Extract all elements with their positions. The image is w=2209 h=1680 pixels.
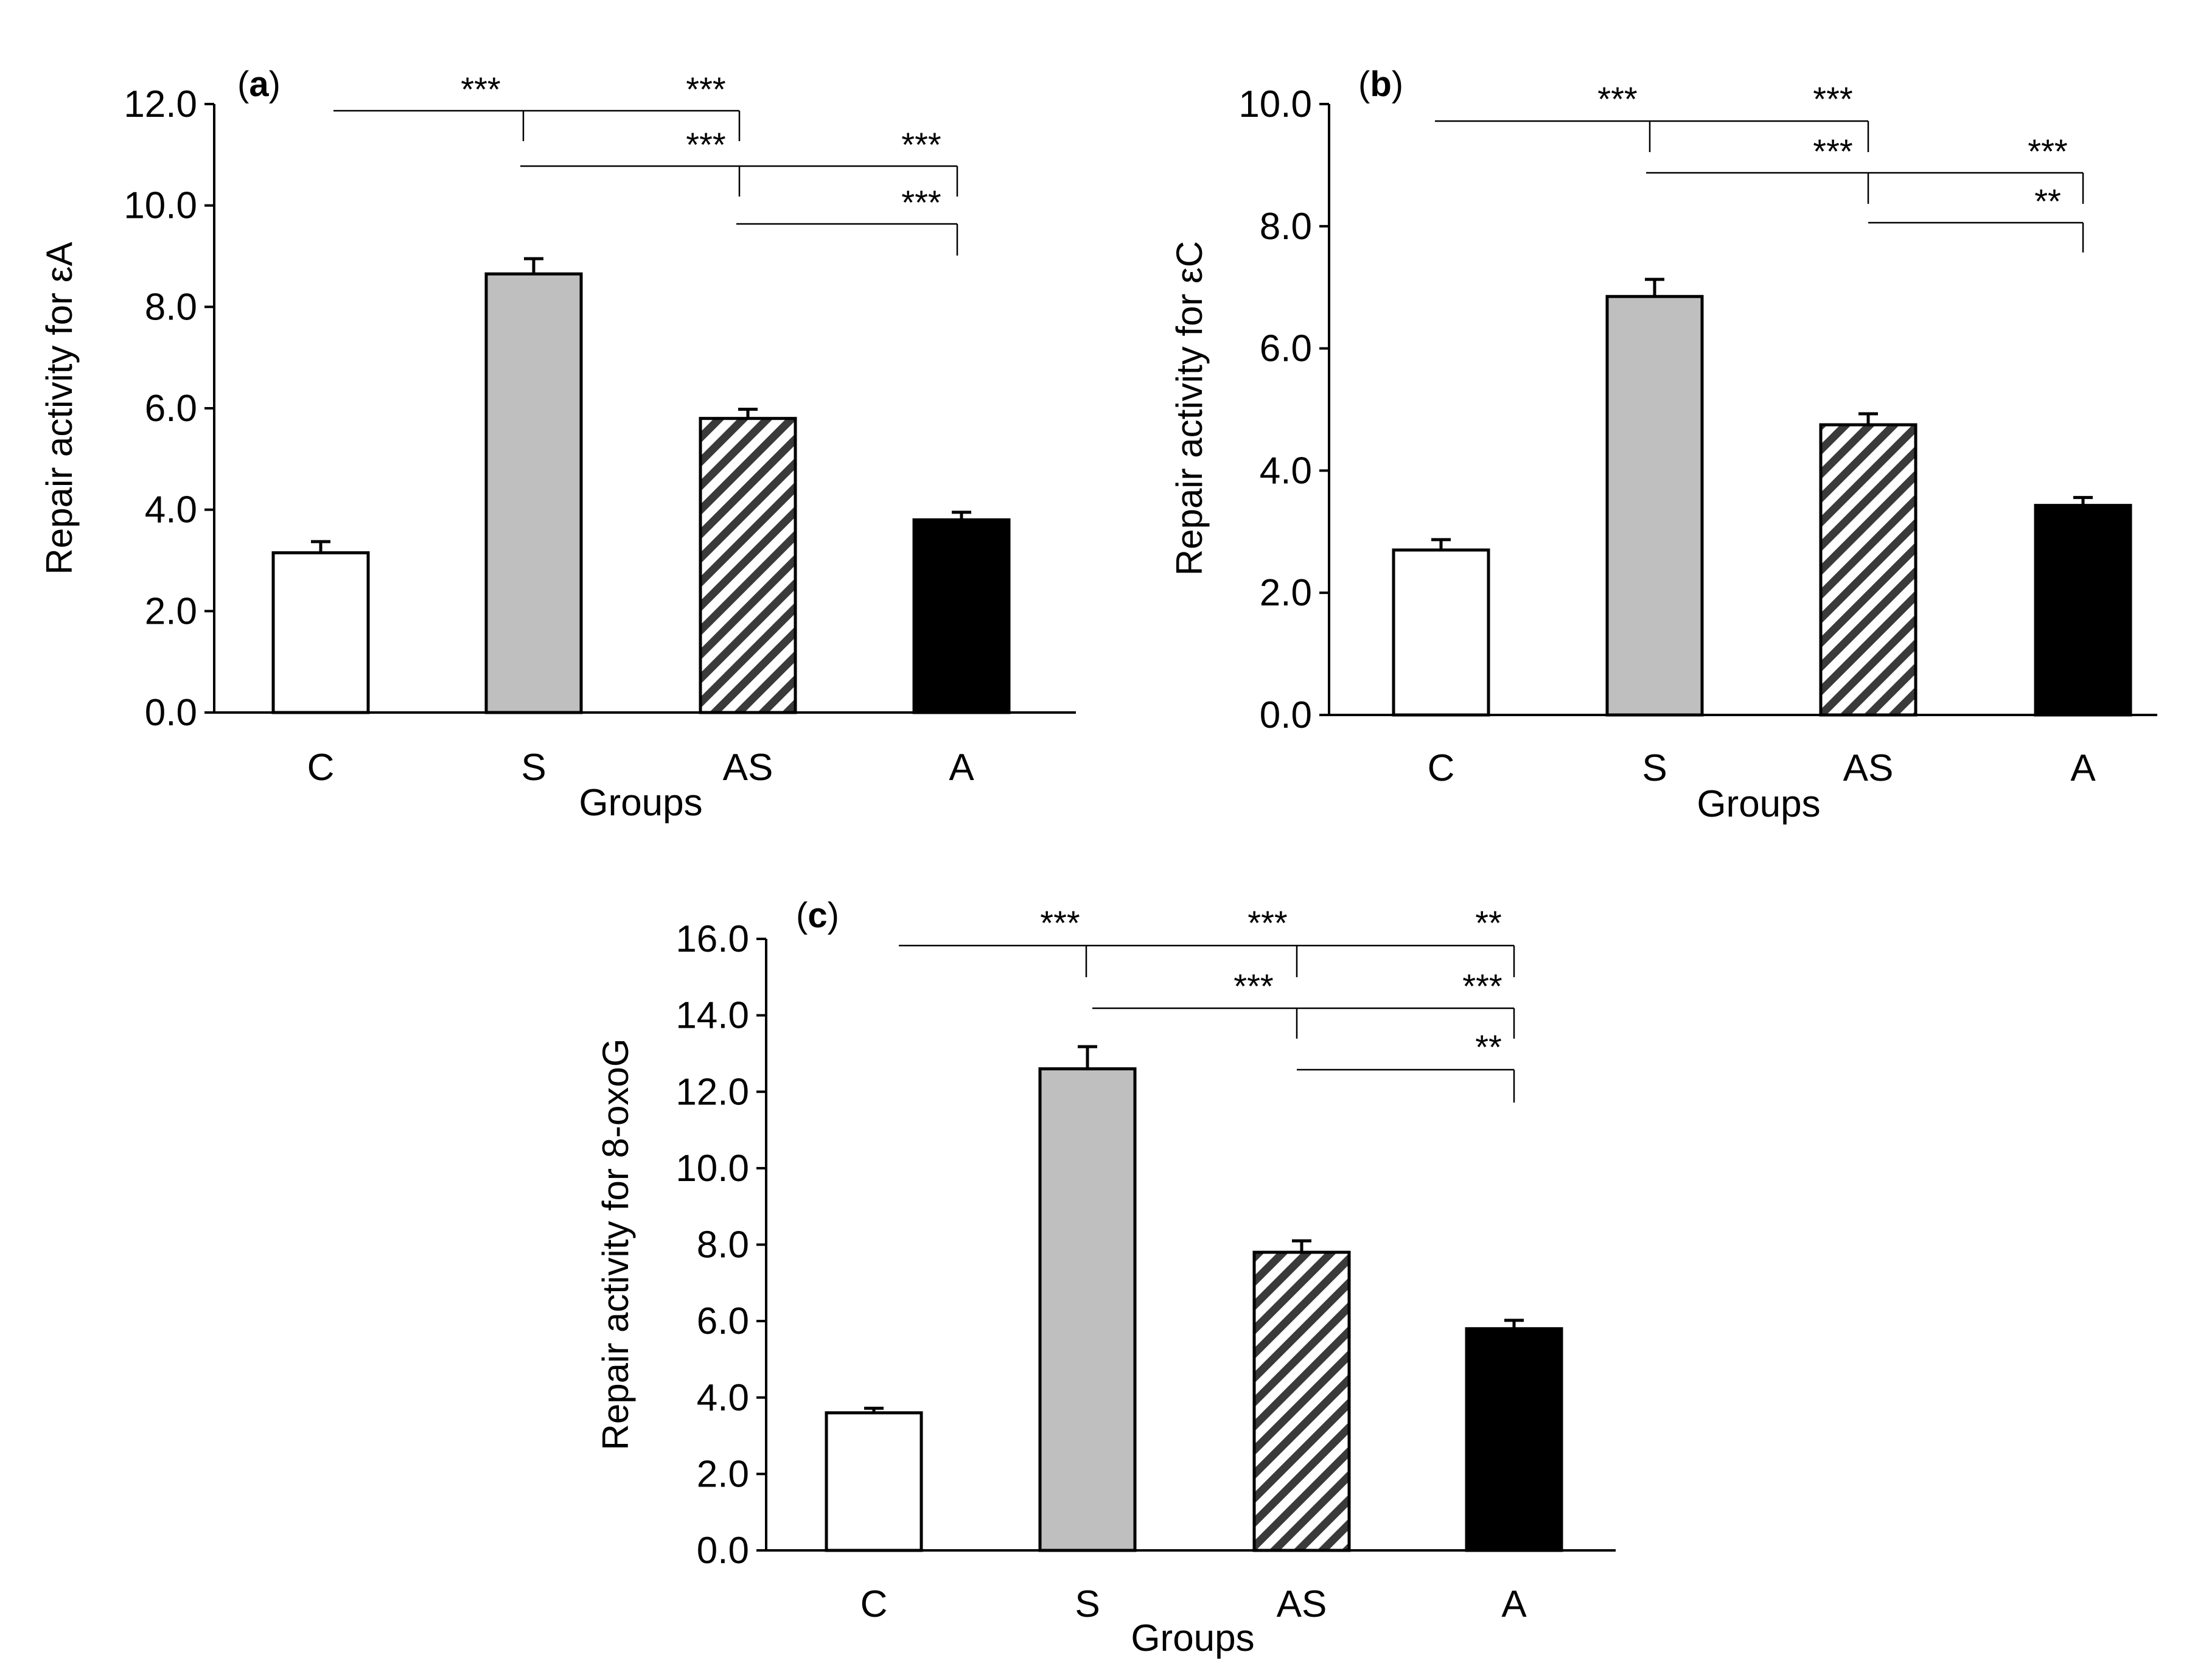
x-tick-label-s: S (1642, 747, 1667, 789)
significance-label: *** (1813, 132, 1852, 170)
x-tick-label-as: AS (1843, 747, 1894, 789)
y-tick-label: 10.0 (1238, 83, 1312, 125)
y-tick-label: 4.0 (697, 1377, 749, 1419)
bar-a (912, 518, 1011, 714)
bar-s (1605, 295, 1704, 717)
bar-c (271, 551, 370, 714)
significance-label: ** (2034, 182, 2061, 220)
significance-label: *** (461, 70, 500, 108)
bar-c (1392, 548, 1490, 717)
y-tick-label: 12.0 (124, 83, 197, 125)
bar-as (1819, 423, 1918, 717)
chart-panel-c: (c) 0.0 2.0 4.0 6.0 8.0 10.0 12.0 14.0 16.0 Repair… (595, 896, 1616, 1659)
y-tick-label: 6.0 (1260, 328, 1312, 370)
y-tick-label: 6.0 (697, 1300, 749, 1342)
y-tick-label: 10.0 (675, 1148, 749, 1190)
x-axis-label: Groups (1697, 783, 1820, 825)
y-tick-label: 10.0 (124, 185, 197, 227)
chart-panel-b: (b) 0.0 2.0 4.0 6.0 8.0 10.0 Repair activity fo… (1169, 64, 2157, 825)
y-tick-label: 8.0 (145, 286, 197, 328)
significance-label: *** (1040, 904, 1080, 942)
y-tick-label: 4.0 (145, 489, 197, 531)
significance-label: *** (1462, 967, 1502, 1005)
bar-s (484, 272, 583, 714)
y-tick-label: 12.0 (675, 1071, 749, 1113)
y-tick-label: 2.0 (1260, 572, 1312, 614)
x-tick-label-a: A (2070, 747, 2096, 789)
y-axis-label: Repair activity for 8-oxoG (595, 1039, 636, 1451)
chart-panel-a: (a) 0.0 2.0 4.0 6.0 8.0 10.0 12.0 Repair activit… (39, 64, 1076, 824)
y-tick-label: 0.0 (1260, 694, 1312, 736)
bar-a (1465, 1327, 1563, 1552)
panel-label: (a) (237, 64, 281, 104)
significance-label: *** (686, 70, 725, 108)
bar-s (1038, 1067, 1137, 1552)
y-tick-label: 6.0 (145, 388, 197, 430)
significance-label: *** (901, 125, 941, 164)
significance-label: *** (1234, 967, 1273, 1005)
x-tick-label-c: C (1428, 747, 1455, 789)
y-tick-label: 14.0 (675, 995, 749, 1037)
x-tick-label-s: S (1075, 1583, 1100, 1625)
significance-label: *** (1813, 80, 1852, 118)
y-axis-label: Repair activity for εA (39, 242, 80, 575)
significance-label: *** (1597, 80, 1637, 118)
x-tick-label-as: AS (1277, 1583, 1327, 1625)
panel-label: (c) (796, 896, 839, 935)
x-tick-label-s: S (521, 747, 546, 789)
significance-label: ** (1475, 1028, 1502, 1066)
y-tick-label: 2.0 (145, 590, 197, 632)
x-axis-label: Groups (579, 782, 702, 824)
bar-a (2034, 504, 2132, 717)
y-tick-label: 2.0 (697, 1453, 749, 1495)
x-tick-label-a: A (949, 747, 974, 789)
x-tick-label-a: A (1501, 1583, 1527, 1625)
y-tick-label: 8.0 (1260, 206, 1312, 248)
x-tick-label-c: C (860, 1583, 888, 1625)
bar-c (825, 1411, 923, 1552)
bar-as (1252, 1250, 1351, 1552)
significance-label: *** (1248, 904, 1287, 942)
y-tick-label: 4.0 (1260, 450, 1312, 492)
significance-label: ** (1475, 904, 1502, 942)
y-tick-label: 8.0 (697, 1224, 749, 1266)
y-tick-label: 0.0 (145, 692, 197, 734)
x-tick-label-c: C (307, 747, 335, 789)
bar-as (699, 417, 797, 714)
y-tick-label: 16.0 (675, 918, 749, 960)
panel-label: (b) (1358, 64, 1403, 104)
x-tick-label-as: AS (723, 747, 773, 789)
significance-label: *** (2028, 132, 2067, 170)
y-tick-label: 0.0 (697, 1530, 749, 1572)
significance-label: *** (686, 125, 725, 164)
x-axis-label: Groups (1131, 1617, 1254, 1659)
y-axis-label: Repair activity for εC (1169, 241, 1210, 576)
significance-label: *** (901, 183, 941, 221)
